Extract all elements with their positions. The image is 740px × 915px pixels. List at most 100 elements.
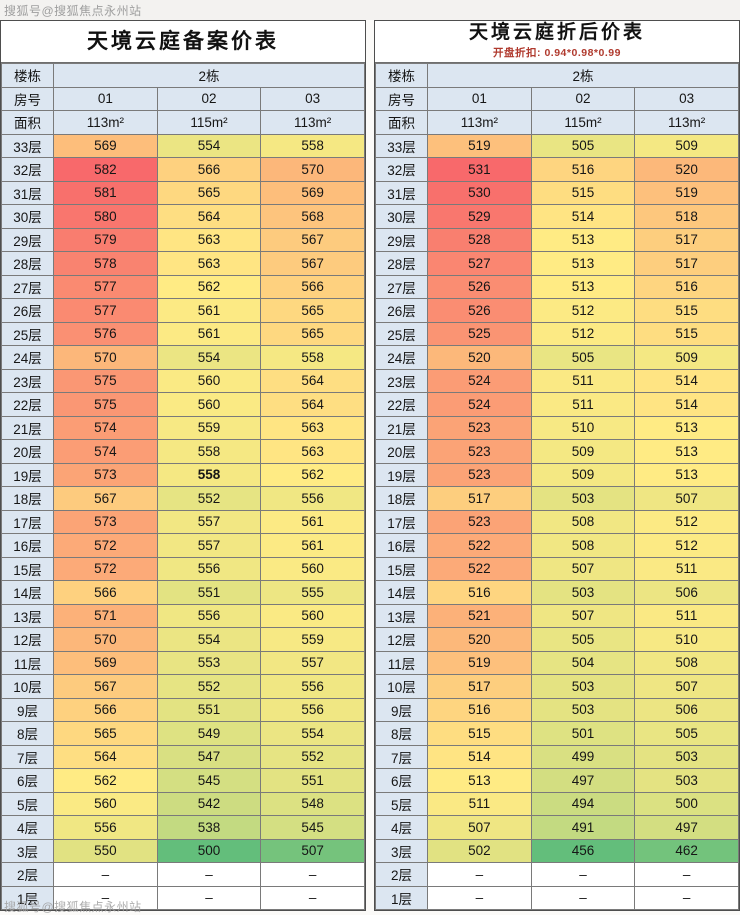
price-cell: 507 [260, 838, 365, 863]
floor-label: 32层 [1, 157, 54, 182]
price-cell: 563 [156, 251, 262, 276]
price-cell: 530 [427, 180, 532, 205]
empty-cell: – [156, 885, 262, 910]
price-cell: 497 [634, 815, 739, 840]
empty-cell: – [260, 885, 365, 910]
price-cell: 552 [156, 486, 262, 511]
price-cell: 559 [156, 415, 262, 440]
table-row: 22层 575 560 564 [1, 392, 365, 417]
price-cell: 558 [156, 439, 262, 464]
table-row: 1层 – – – [1, 885, 365, 910]
price-cell: 515 [427, 721, 532, 746]
table-row: 32层 582 566 570 [1, 157, 365, 182]
floor-label: 19层 [375, 462, 428, 487]
price-cell: 503 [530, 697, 636, 722]
floor-label: 30层 [375, 204, 428, 229]
price-cell: 574 [53, 415, 158, 440]
price-cell: 572 [53, 556, 158, 581]
table-row: 20层 523 509 513 [375, 439, 739, 464]
floor-label: 6层 [1, 768, 54, 793]
floor-label: 19层 [1, 462, 54, 487]
table-row: 5层 560 542 548 [1, 791, 365, 816]
floor-label: 18层 [1, 486, 54, 511]
floor-label: 5层 [1, 791, 54, 816]
price-cell: 567 [260, 251, 365, 276]
price-cell: 570 [53, 627, 158, 652]
price-cell: 562 [260, 462, 365, 487]
price-cell: 526 [427, 274, 532, 299]
filing-price-table-block: 天境云庭备案价表 楼栋 2栋 房号 01 02 03 面积 113m² 115m² 113m² 33… [0, 20, 366, 911]
floor-label: 24层 [1, 345, 54, 370]
price-cell: 551 [260, 768, 365, 793]
floor-label: 13层 [1, 603, 54, 628]
price-cell: 561 [156, 321, 262, 346]
price-cell: 573 [53, 462, 158, 487]
floor-label: 21层 [375, 415, 428, 440]
table-row: 12层 520 505 510 [375, 627, 739, 652]
floor-label: 2层 [1, 862, 54, 887]
price-cell: 502 [427, 838, 532, 863]
top-bar: 搜狐号@搜狐焦点永州站 [0, 0, 740, 20]
price-cell: 557 [156, 509, 262, 534]
price-cell: 560 [53, 791, 158, 816]
price-cell: 514 [530, 204, 636, 229]
price-cell: 506 [634, 580, 739, 605]
table-row: 20层 574 558 563 [1, 439, 365, 464]
price-cell: 509 [634, 345, 739, 370]
price-cell: 579 [53, 227, 158, 252]
building-label: 楼栋 [1, 63, 54, 88]
price-cell: 551 [156, 697, 262, 722]
price-cell: 507 [530, 603, 636, 628]
table-row: 7层 514 499 503 [375, 744, 739, 769]
price-cell: 554 [156, 627, 262, 652]
table-row: 9层 566 551 556 [1, 697, 365, 722]
price-cell: 542 [156, 791, 262, 816]
table-row: 7层 564 547 552 [1, 744, 365, 769]
floor-label: 24层 [375, 345, 428, 370]
price-cell: 505 [530, 133, 636, 158]
area-label: 面积 [1, 110, 54, 135]
table-row: 6层 513 497 503 [375, 768, 739, 793]
floor-label: 7层 [1, 744, 54, 769]
floor-label: 33层 [375, 133, 428, 158]
price-cell: 571 [53, 603, 158, 628]
floor-label: 3层 [375, 838, 428, 863]
table-row: 25层 576 561 565 [1, 321, 365, 346]
price-cell: 513 [530, 251, 636, 276]
price-cell: 517 [427, 674, 532, 699]
price-cell: 582 [53, 157, 158, 182]
floor-label: 10层 [1, 674, 54, 699]
price-cell: 551 [156, 580, 262, 605]
price-cell: 516 [530, 157, 636, 182]
table-row: 1层 – – – [375, 885, 739, 910]
table-row: 3层 502 456 462 [375, 838, 739, 863]
price-cell: 567 [53, 486, 158, 511]
floor-label: 22层 [375, 392, 428, 417]
price-cell: 510 [634, 627, 739, 652]
table-row: 22层 524 511 514 [375, 392, 739, 417]
price-cell: 503 [530, 486, 636, 511]
floor-label: 4层 [375, 815, 428, 840]
empty-cell: – [634, 862, 739, 887]
price-cell: 568 [260, 204, 365, 229]
floor-label: 12层 [1, 627, 54, 652]
table-row: 33层 569 554 558 [1, 133, 365, 158]
floor-label: 17层 [375, 509, 428, 534]
table-row: 32层 531 516 520 [375, 157, 739, 182]
area-value: 113m² [634, 110, 739, 135]
empty-cell: – [530, 862, 636, 887]
price-cell: 512 [530, 321, 636, 346]
price-cell: 499 [530, 744, 636, 769]
floor-label: 1层 [1, 885, 54, 910]
price-cell: 552 [260, 744, 365, 769]
price-cell: 509 [634, 133, 739, 158]
price-cell: 556 [156, 556, 262, 581]
price-cell: 556 [156, 603, 262, 628]
table-row: 10层 517 503 507 [375, 674, 739, 699]
price-cell: 550 [53, 838, 158, 863]
table-row: 33层 519 505 509 [375, 133, 739, 158]
floor-label: 20层 [1, 439, 54, 464]
table-row: 31层 530 515 519 [375, 180, 739, 205]
price-cell: 515 [530, 180, 636, 205]
price-cell: 513 [634, 415, 739, 440]
